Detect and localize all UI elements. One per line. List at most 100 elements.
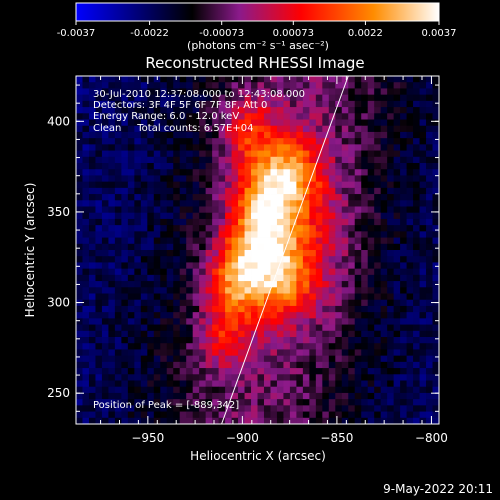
heatmap-cell: [212, 163, 220, 170]
heatmap-cell: [160, 100, 168, 108]
heatmap-cell: [361, 256, 369, 263]
heatmap-cell: [101, 181, 109, 189]
heatmap-cell: [276, 250, 284, 257]
heatmap-cell: [270, 231, 278, 238]
heatmap-cell: [186, 107, 194, 114]
heatmap-cell: [426, 374, 433, 381]
heatmap-cell: [114, 337, 122, 344]
heatmap-cell: [432, 343, 440, 350]
heatmap-cell: [426, 237, 433, 245]
heatmap-cell: [276, 163, 284, 170]
heatmap-cell: [309, 125, 317, 133]
heatmap-cell: [335, 181, 343, 189]
heatmap-cell: [361, 250, 369, 257]
heatmap-cell: [134, 312, 142, 319]
heatmap-cell: [251, 368, 258, 375]
heatmap-cell: [361, 163, 369, 170]
heatmap-cell: [225, 94, 232, 102]
heatmap-cell: [140, 243, 148, 251]
heatmap-cell: [134, 417, 142, 425]
heatmap-cell: [212, 318, 220, 325]
heatmap-cell: [367, 274, 375, 282]
heatmap-cell: [160, 380, 168, 388]
heatmap-cell: [419, 411, 427, 419]
heatmap-cell: [173, 119, 181, 127]
heatmap-cell: [244, 243, 252, 251]
heatmap-cell: [88, 181, 96, 189]
heatmap-cell: [95, 113, 103, 120]
heatmap-cell: [302, 82, 310, 89]
heatmap-cell: [140, 119, 148, 127]
heatmap-cell: [205, 287, 213, 294]
heatmap-cell: [121, 368, 129, 375]
heatmap-cell: [302, 194, 310, 201]
heatmap-cell: [348, 88, 356, 96]
heatmap-cell: [296, 386, 304, 394]
heatmap-cell: [328, 144, 336, 151]
heatmap-cell: [101, 411, 109, 419]
heatmap-cell: [380, 212, 388, 220]
heatmap-cell: [270, 212, 278, 220]
heatmap-cell: [238, 343, 245, 350]
heatmap-cell: [251, 144, 258, 151]
heatmap-cell: [354, 305, 362, 313]
heatmap-cell: [231, 374, 239, 381]
heatmap-cell: [82, 411, 90, 419]
heatmap-cell: [147, 374, 155, 381]
heatmap-cell: [205, 262, 213, 270]
heatmap-cell: [367, 250, 375, 257]
heatmap-cell: [361, 287, 369, 294]
heatmap-cell: [218, 243, 226, 251]
heatmap-cell: [231, 368, 239, 375]
heatmap-cell: [315, 324, 323, 332]
heatmap-cell: [289, 250, 297, 257]
heatmap-cell: [393, 411, 401, 419]
colorbar-strip: [75, 2, 440, 22]
heatmap-cell: [263, 144, 271, 151]
heatmap-cell: [361, 411, 369, 419]
heatmap-cell: [186, 337, 194, 344]
heatmap-cell: [283, 76, 291, 83]
heatmap-cell: [283, 368, 291, 375]
heatmap-cell: [76, 113, 83, 120]
heatmap-cell: [257, 305, 265, 313]
heatmap-cell: [225, 125, 232, 133]
heatmap-cell: [361, 386, 369, 394]
heatmap-cell: [387, 256, 395, 263]
heatmap-cell: [205, 243, 213, 251]
heatmap-cell: [95, 206, 103, 214]
heatmap-cell: [173, 181, 181, 189]
heatmap-cell: [160, 169, 168, 176]
heatmap-cell: [367, 299, 375, 307]
heatmap-cell: [283, 417, 291, 425]
heatmap-cell: [231, 343, 239, 350]
heatmap-cell: [302, 281, 310, 288]
heatmap-cell: [186, 82, 194, 89]
heatmap-cell: [179, 380, 187, 388]
heatmap-cell: [270, 374, 278, 381]
heatmap-cell: [335, 187, 343, 195]
heatmap-cell: [199, 268, 207, 276]
heatmap-cell: [166, 88, 174, 96]
heatmap-cell: [413, 187, 420, 195]
heatmap-cell: [341, 318, 349, 325]
heatmap-cell: [380, 237, 388, 245]
heatmap-cell: [315, 293, 323, 301]
heatmap-cell: [88, 250, 96, 257]
heatmap-cell: [328, 274, 336, 282]
heatmap-cell: [153, 250, 161, 257]
heatmap-cell: [348, 386, 356, 394]
heatmap-cell: [348, 107, 356, 114]
heatmap-cell: [166, 399, 174, 406]
heatmap-cell: [413, 368, 420, 375]
heatmap-cell: [276, 107, 284, 114]
heatmap-cell: [231, 206, 239, 214]
heatmap-cell: [186, 349, 194, 357]
heatmap-cell: [212, 82, 220, 89]
heatmap-cell: [328, 256, 336, 263]
heatmap-cell: [238, 337, 245, 344]
heatmap-cell: [140, 411, 148, 419]
heatmap-cell: [114, 374, 122, 381]
heatmap-cell: [140, 187, 148, 195]
